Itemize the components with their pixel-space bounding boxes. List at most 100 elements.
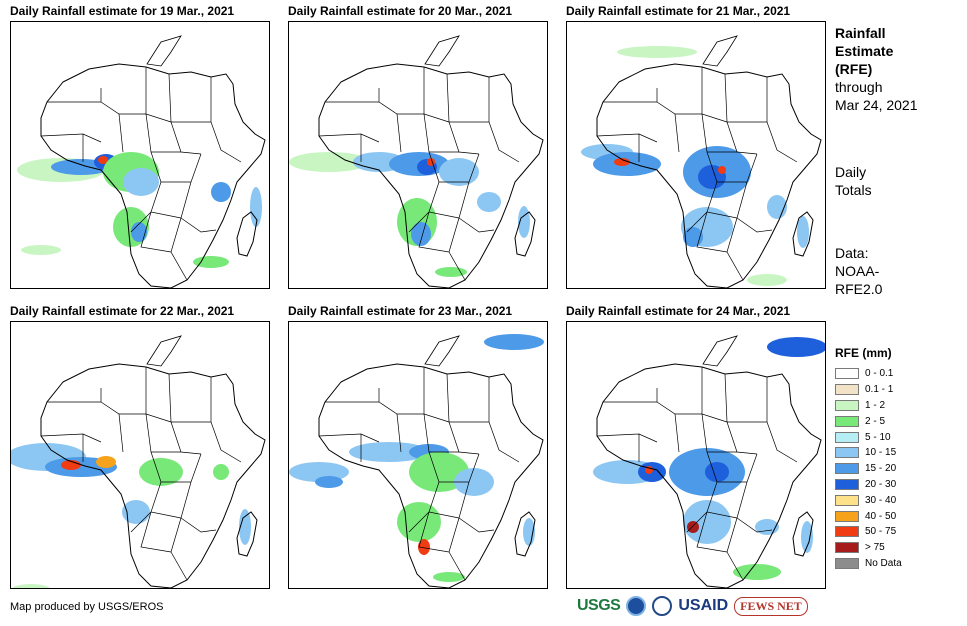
madagascar-outline <box>236 511 258 557</box>
data-line: Data: <box>835 245 869 261</box>
totals-label: Daily Totals <box>835 163 872 199</box>
country-border <box>686 211 708 233</box>
rainfall-area <box>683 500 731 544</box>
country-border <box>130 211 152 233</box>
legend-item: 15 - 20 <box>835 461 902 477</box>
country-border <box>408 211 430 233</box>
legend-swatch <box>835 478 859 490</box>
panel-title: Daily Rainfall estimate for 19 Mar., 202… <box>10 4 235 18</box>
legend-label: 1 - 2 <box>865 399 886 411</box>
rainfall-area <box>213 464 229 480</box>
rainfall-area <box>427 158 435 166</box>
rainfall-area <box>477 192 501 212</box>
legend-swatch <box>835 526 859 538</box>
legend-item: 50 - 75 <box>835 524 902 540</box>
madagascar-outline <box>792 211 814 257</box>
country-border <box>696 511 728 553</box>
title-line: (RFE) <box>835 61 873 77</box>
country-border <box>448 217 460 253</box>
country-border <box>458 481 470 519</box>
country-border <box>488 421 520 463</box>
country-border <box>736 217 773 233</box>
rainfall-area <box>705 462 729 482</box>
country-border <box>766 121 798 163</box>
map-frame <box>10 21 270 289</box>
country-border <box>190 153 202 183</box>
legend-swatch <box>835 415 859 427</box>
usaid-logo: USAID <box>678 597 729 614</box>
rainfall-area <box>12 584 50 588</box>
map-frame <box>566 21 826 289</box>
country-border <box>736 181 748 219</box>
usgs-logo: USGS <box>577 597 621 614</box>
data-line: NOAA- <box>835 263 880 279</box>
legend-swatch <box>835 463 859 475</box>
country-border <box>118 413 124 453</box>
map-credit: Map produced by USGS/EROS <box>10 601 164 613</box>
legend-item: 20 - 30 <box>835 477 902 493</box>
rainfall-area <box>122 500 150 524</box>
country-border <box>468 153 480 183</box>
legend-label: 20 - 30 <box>865 478 897 490</box>
legend-label: 30 - 40 <box>865 494 897 506</box>
arabian-peninsula-outline <box>424 35 460 67</box>
rainfall-area <box>439 158 479 186</box>
title-line: Estimate <box>835 43 894 59</box>
legend-swatch <box>835 399 859 411</box>
africa-map <box>17 35 266 288</box>
country-border <box>190 453 202 483</box>
madagascar-outline <box>514 511 536 557</box>
rainfall-area <box>211 182 231 202</box>
country-border <box>726 517 738 553</box>
country-border <box>674 413 680 453</box>
africa-map <box>11 335 266 588</box>
rainfall-area <box>797 216 809 248</box>
rainfall-area <box>315 476 343 488</box>
rainfall-area <box>747 274 787 286</box>
legend-label: 40 - 50 <box>865 510 897 522</box>
rainfall-area <box>239 509 251 545</box>
legend-label: 2 - 5 <box>865 415 886 427</box>
rainfall-area <box>123 168 159 196</box>
country-border <box>696 211 728 253</box>
rainfall-area <box>131 222 147 242</box>
map-frame <box>10 321 270 589</box>
country-border <box>130 511 152 533</box>
country-border <box>736 517 773 533</box>
land-area <box>319 64 543 288</box>
rainfall-area <box>96 456 116 468</box>
country-border <box>468 453 480 483</box>
rainfall-area <box>98 156 108 164</box>
country-border <box>170 421 202 455</box>
country-border <box>458 217 495 233</box>
country-border <box>458 517 495 533</box>
country-border <box>746 153 758 183</box>
through-label: through <box>835 79 883 95</box>
rainfall-area <box>683 227 703 247</box>
legend-item: 2 - 5 <box>835 413 902 429</box>
legend-title: RFE (mm) <box>835 346 892 360</box>
arabian-peninsula-outline <box>702 35 738 67</box>
legend-swatch <box>835 494 859 506</box>
country-border <box>726 421 758 455</box>
state-dept-seal-icon <box>652 596 673 616</box>
legend-rows: 0 - 0.1 0.1 - 1 1 - 2 2 - 5 5 - 10 10 - 15 15 … <box>835 366 902 571</box>
legend-label: No Data <box>865 557 902 569</box>
rainfall-area <box>484 334 544 350</box>
rainfall-area <box>411 222 431 246</box>
legend-swatch <box>835 368 859 380</box>
fews-net-logo: FEWS NET <box>734 596 808 616</box>
legend-label: 0.1 - 1 <box>865 384 894 396</box>
rainfall-area <box>454 468 494 496</box>
rainfall-area <box>733 564 781 580</box>
panel-title: Daily Rainfall estimate for 24 Mar., 202… <box>566 304 791 318</box>
rainfall-area <box>289 152 369 172</box>
arabian-peninsula-outline <box>146 35 182 67</box>
country-border <box>448 251 466 281</box>
country-border <box>448 551 466 581</box>
legend-label: 5 - 10 <box>865 431 891 443</box>
daily-line: Totals <box>835 182 872 198</box>
rainfall-area <box>21 245 61 255</box>
legend-swatch <box>835 542 859 554</box>
africa-map <box>581 35 822 288</box>
